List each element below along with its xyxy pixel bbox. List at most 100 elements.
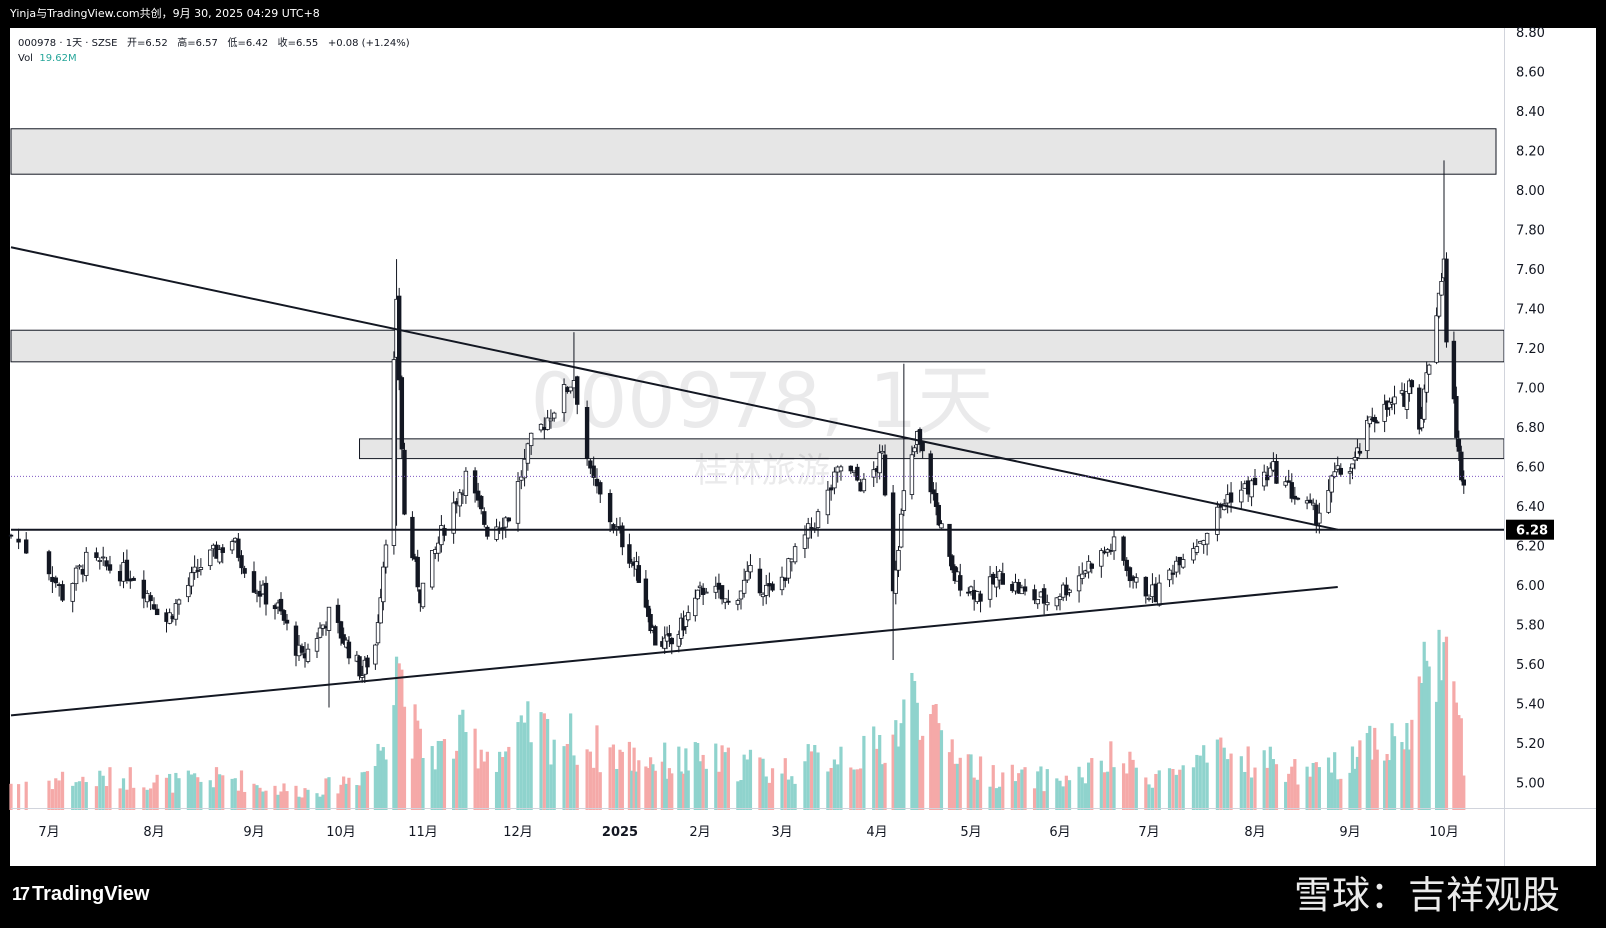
volume-bar [60, 771, 65, 810]
candle-body [1057, 596, 1063, 601]
candle-body [236, 538, 241, 558]
volume-bar [969, 754, 973, 810]
volume-bar [1420, 682, 1424, 810]
month-label: 7月 [38, 825, 59, 840]
volume-bar [1339, 778, 1343, 810]
volume-bar [955, 763, 960, 810]
volume-bar [1410, 719, 1414, 810]
price-tick-label: 8.00 [1516, 184, 1545, 199]
volume-bar [915, 702, 919, 810]
volume-bar [644, 766, 648, 810]
candle-body [607, 493, 613, 523]
candle-body [806, 523, 811, 539]
volume-bar [704, 768, 708, 810]
volume-bar [950, 739, 954, 810]
volume-bar [282, 783, 286, 810]
highlight-price-label: 6.28 [1516, 524, 1548, 539]
volume-bar [598, 772, 602, 810]
volume-bar [1375, 749, 1379, 810]
shared-by-text: Yinja与TradingView.com共创，9月 30, 2025 04:2… [10, 7, 320, 20]
candle-body [299, 646, 305, 653]
volume-bar [972, 777, 976, 810]
volume-bar [679, 771, 683, 810]
candle-body [966, 591, 971, 594]
volume-bar [522, 722, 527, 810]
volume-bar [1121, 763, 1126, 810]
tradingview-logo[interactable]: 17 TradingView [12, 880, 149, 908]
volume-bar [592, 767, 596, 810]
volume-bar [1268, 746, 1272, 810]
candle-body [1099, 550, 1104, 567]
volume-bar [476, 768, 480, 810]
volume-line: Vol 19.62M [18, 51, 410, 66]
candle-body [410, 516, 415, 559]
candle-body [936, 504, 941, 526]
volume-bar [1083, 783, 1088, 810]
month-label: 2月 [689, 825, 710, 840]
volume-bar [1459, 718, 1463, 810]
volume-bar [1167, 768, 1172, 810]
candle-body [503, 517, 508, 528]
candle-body [909, 454, 915, 495]
candle-body [1311, 502, 1316, 506]
volume-bar [149, 788, 153, 810]
volume-bar [829, 767, 833, 810]
candle-body [815, 511, 821, 528]
candle-body [636, 565, 642, 583]
price-tick-label: 6.80 [1516, 421, 1545, 436]
candle-body [457, 492, 462, 507]
volume-bar [485, 751, 489, 810]
volume-bar [430, 746, 434, 810]
volume-bar [660, 761, 664, 810]
candle-body [598, 482, 603, 495]
candle-body [399, 377, 405, 450]
volume-bar [473, 728, 477, 810]
volume-bar [681, 773, 686, 810]
volume-bar [1308, 776, 1312, 810]
candle-body [472, 470, 478, 494]
candle-body [1436, 292, 1442, 317]
candle-body [1054, 597, 1060, 607]
volume-bar [1099, 760, 1103, 810]
candlestick-chart[interactable]: 000978, 1天 桂林旅游 8.80 8.60 8.40 8.20 8.00 7.80… [0, 0, 1606, 866]
volume-bar [152, 782, 156, 810]
candle-body [338, 621, 344, 639]
volume-bar [1405, 723, 1409, 810]
volume-bar [1370, 759, 1374, 810]
volume-bar [303, 788, 307, 810]
volume-bar [1305, 766, 1309, 810]
candle-body [314, 638, 320, 652]
candle-body [346, 641, 352, 659]
candle-body [317, 627, 323, 638]
price-tick-label: 6.00 [1516, 579, 1545, 594]
candle-body [723, 598, 728, 603]
volume-bar [836, 764, 840, 810]
volume-bar [324, 778, 328, 810]
volume-bar [1154, 773, 1158, 810]
price-tick-label: 5.40 [1516, 698, 1545, 713]
candle-body [391, 359, 397, 546]
volume-bar [1013, 781, 1018, 810]
candle-body [420, 582, 426, 608]
candle-body [1338, 467, 1344, 475]
candles [8, 160, 1466, 708]
candle-body [217, 549, 222, 563]
candle-body [373, 644, 378, 665]
volume-bar [1425, 660, 1429, 810]
candle-body [500, 527, 505, 530]
price-tick-label: 5.80 [1516, 619, 1545, 634]
candle-body [1352, 457, 1358, 461]
candle-body [877, 452, 882, 474]
volume-bar [276, 794, 280, 810]
volume-bar [1290, 766, 1294, 810]
month-label: 5月 [960, 825, 981, 840]
volume-bar [501, 757, 505, 810]
candle-body [525, 443, 531, 464]
volume-bar [978, 756, 983, 810]
candle-body [186, 584, 191, 598]
volume-bar [336, 793, 340, 810]
candle-body [1204, 532, 1210, 545]
candle-body [1417, 387, 1422, 430]
volume-bar [1039, 766, 1043, 810]
volume-bar [461, 709, 465, 810]
